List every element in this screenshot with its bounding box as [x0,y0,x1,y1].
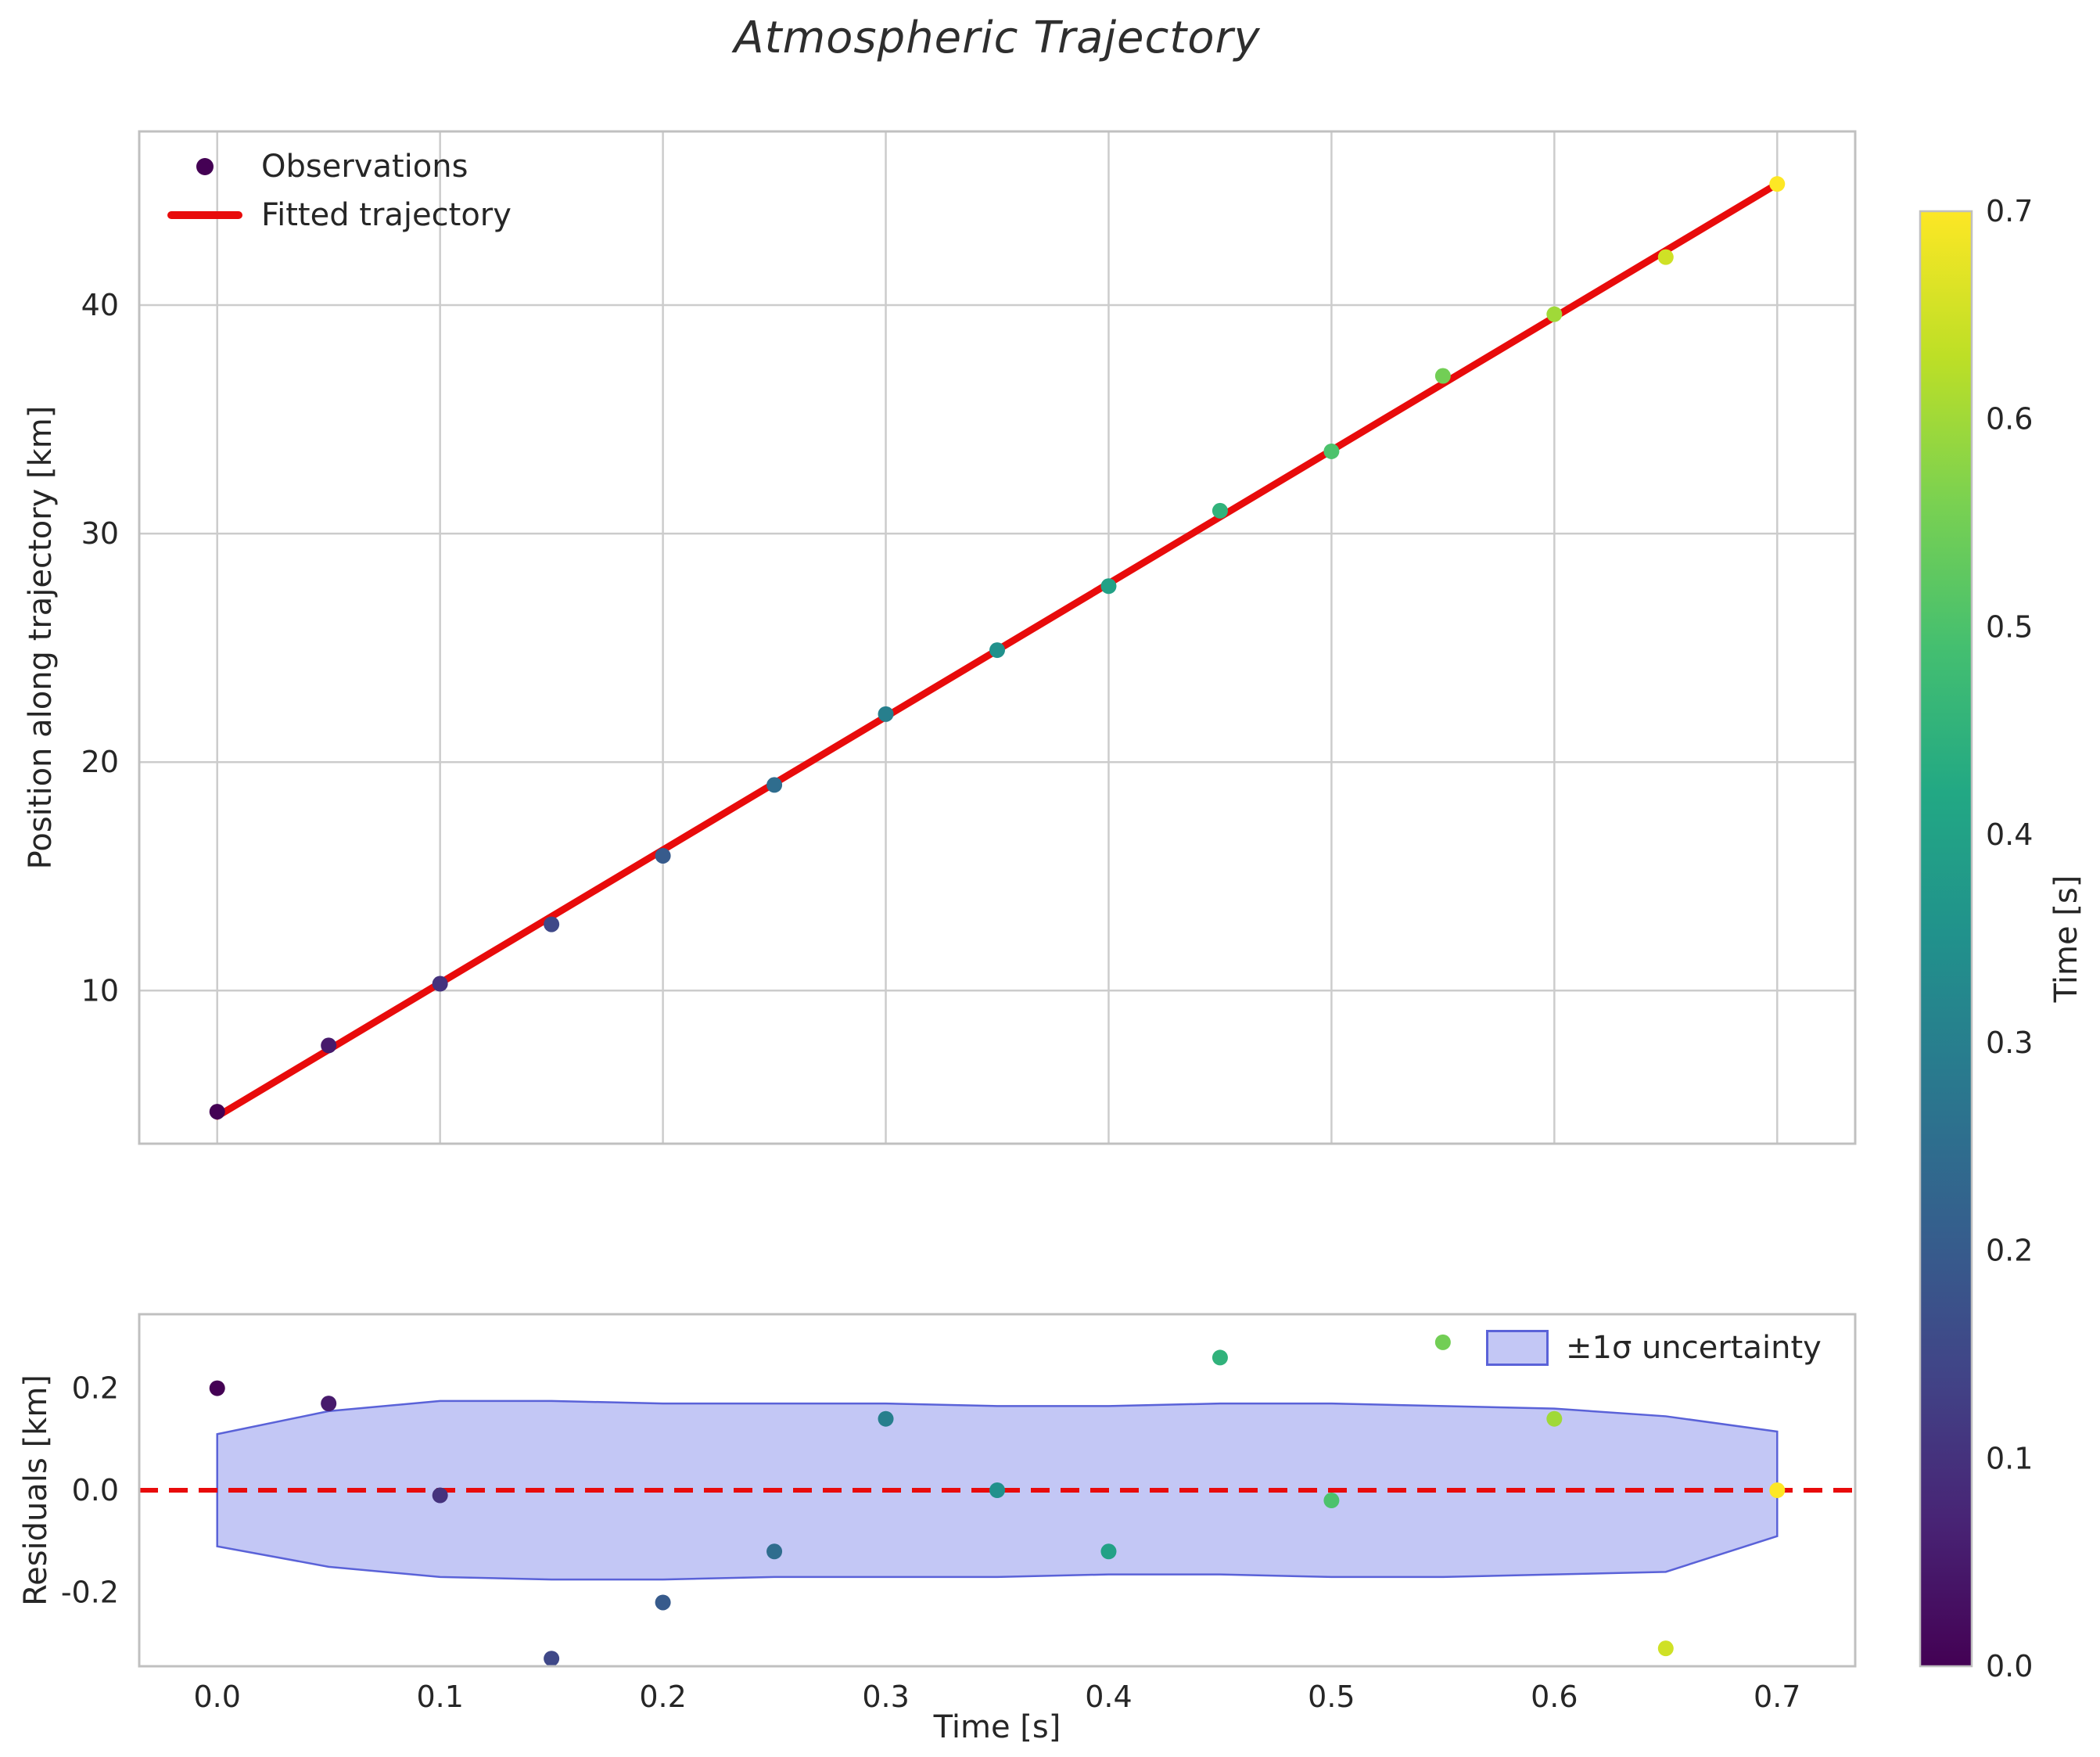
residual-point [1212,1349,1228,1366]
observation-point [655,847,671,864]
observation-point [1769,176,1786,192]
residual-point [1434,1334,1451,1350]
legend-item-uncertainty: ±1σ uncertainty [1486,1330,1822,1366]
colorbar-tick-label: 0.0 [1986,1649,2033,1683]
xtick-label: 0.6 [1531,1680,1578,1714]
colorbar-tick-label: 0.1 [1986,1441,2033,1475]
residual-point [1657,1640,1674,1657]
residual-ytick-label: 0.2 [72,1371,119,1406]
residual-y-axis-label: Residuals [km] [18,1374,54,1606]
x-axis-label: Time [s] [933,1709,1061,1745]
colorbar-label: Time [s] [2048,875,2084,1003]
observation-point [1212,502,1228,519]
xtick-label: 0.3 [862,1680,909,1714]
xtick-label: 0.7 [1754,1680,1800,1714]
xtick-label: 0.4 [1085,1680,1132,1714]
colorbar-tick-label: 0.4 [1986,817,2033,852]
colorbar-tick-label: 0.7 [1986,194,2033,228]
figure-title: Atmospheric Trajectory [734,13,1261,63]
residual-ytick-label: 0.0 [72,1473,119,1507]
colorbar-tick-label: 0.3 [1986,1026,2033,1060]
observation-point [989,642,1005,659]
residual-point [321,1396,337,1412]
observation-point [432,976,448,992]
residual-point [209,1380,225,1396]
residual-legend: ±1σ uncertainty [1486,1330,1822,1366]
observation-point [209,1104,225,1120]
residual-point [1546,1410,1563,1427]
main-ytick-label: 40 [81,288,119,322]
colorbar-tick-label: 0.5 [1986,609,2033,644]
observation-point [1657,249,1674,265]
legend-label-observations: Observations [261,149,468,185]
observation-point [321,1037,337,1054]
observations-marker-icon [166,158,244,175]
residual-point [766,1543,783,1560]
main-y-axis-label: Position along trajectory [km] [23,405,59,870]
main-legend: Observations Fitted trajectory [166,149,512,233]
residual-point [1100,1543,1117,1560]
residual-point [655,1594,671,1611]
xtick-label: 0.2 [639,1680,686,1714]
observation-point [544,916,560,932]
legend-label-fitted-trajectory: Fitted trajectory [261,197,512,233]
xtick-label: 0.0 [194,1680,241,1714]
residual-point [989,1482,1005,1498]
observation-point [1100,578,1117,595]
colorbar [1919,210,1973,1668]
observation-point [878,706,894,722]
colorbar-tick-label: 0.2 [1986,1234,2033,1268]
main-ytick-label: 30 [81,516,119,551]
legend-item-fitted-trajectory: Fitted trajectory [166,197,512,233]
residual-point [544,1651,560,1667]
residual-ytick-label: -0.2 [61,1575,119,1609]
residual-point [878,1410,894,1427]
xtick-label: 0.1 [416,1680,463,1714]
xtick-label: 0.5 [1308,1680,1355,1714]
colorbar-tick-label: 0.6 [1986,402,2033,437]
legend-item-observations: Observations [166,149,512,185]
main-axes-frame [138,130,1857,1145]
observation-point [1323,443,1340,459]
observation-point [1546,306,1563,322]
uncertainty-band-icon [1486,1330,1549,1366]
residual-point [432,1487,448,1504]
legend-label-uncertainty: ±1σ uncertainty [1566,1330,1822,1366]
residual-point [1769,1482,1786,1498]
main-ytick-label: 20 [81,745,119,779]
residual-point [1323,1493,1340,1509]
residual-axes-frame [138,1313,1857,1668]
observation-point [766,777,783,793]
observation-point [1434,368,1451,384]
fitted-line-icon [166,211,244,219]
main-ytick-label: 10 [81,973,119,1008]
